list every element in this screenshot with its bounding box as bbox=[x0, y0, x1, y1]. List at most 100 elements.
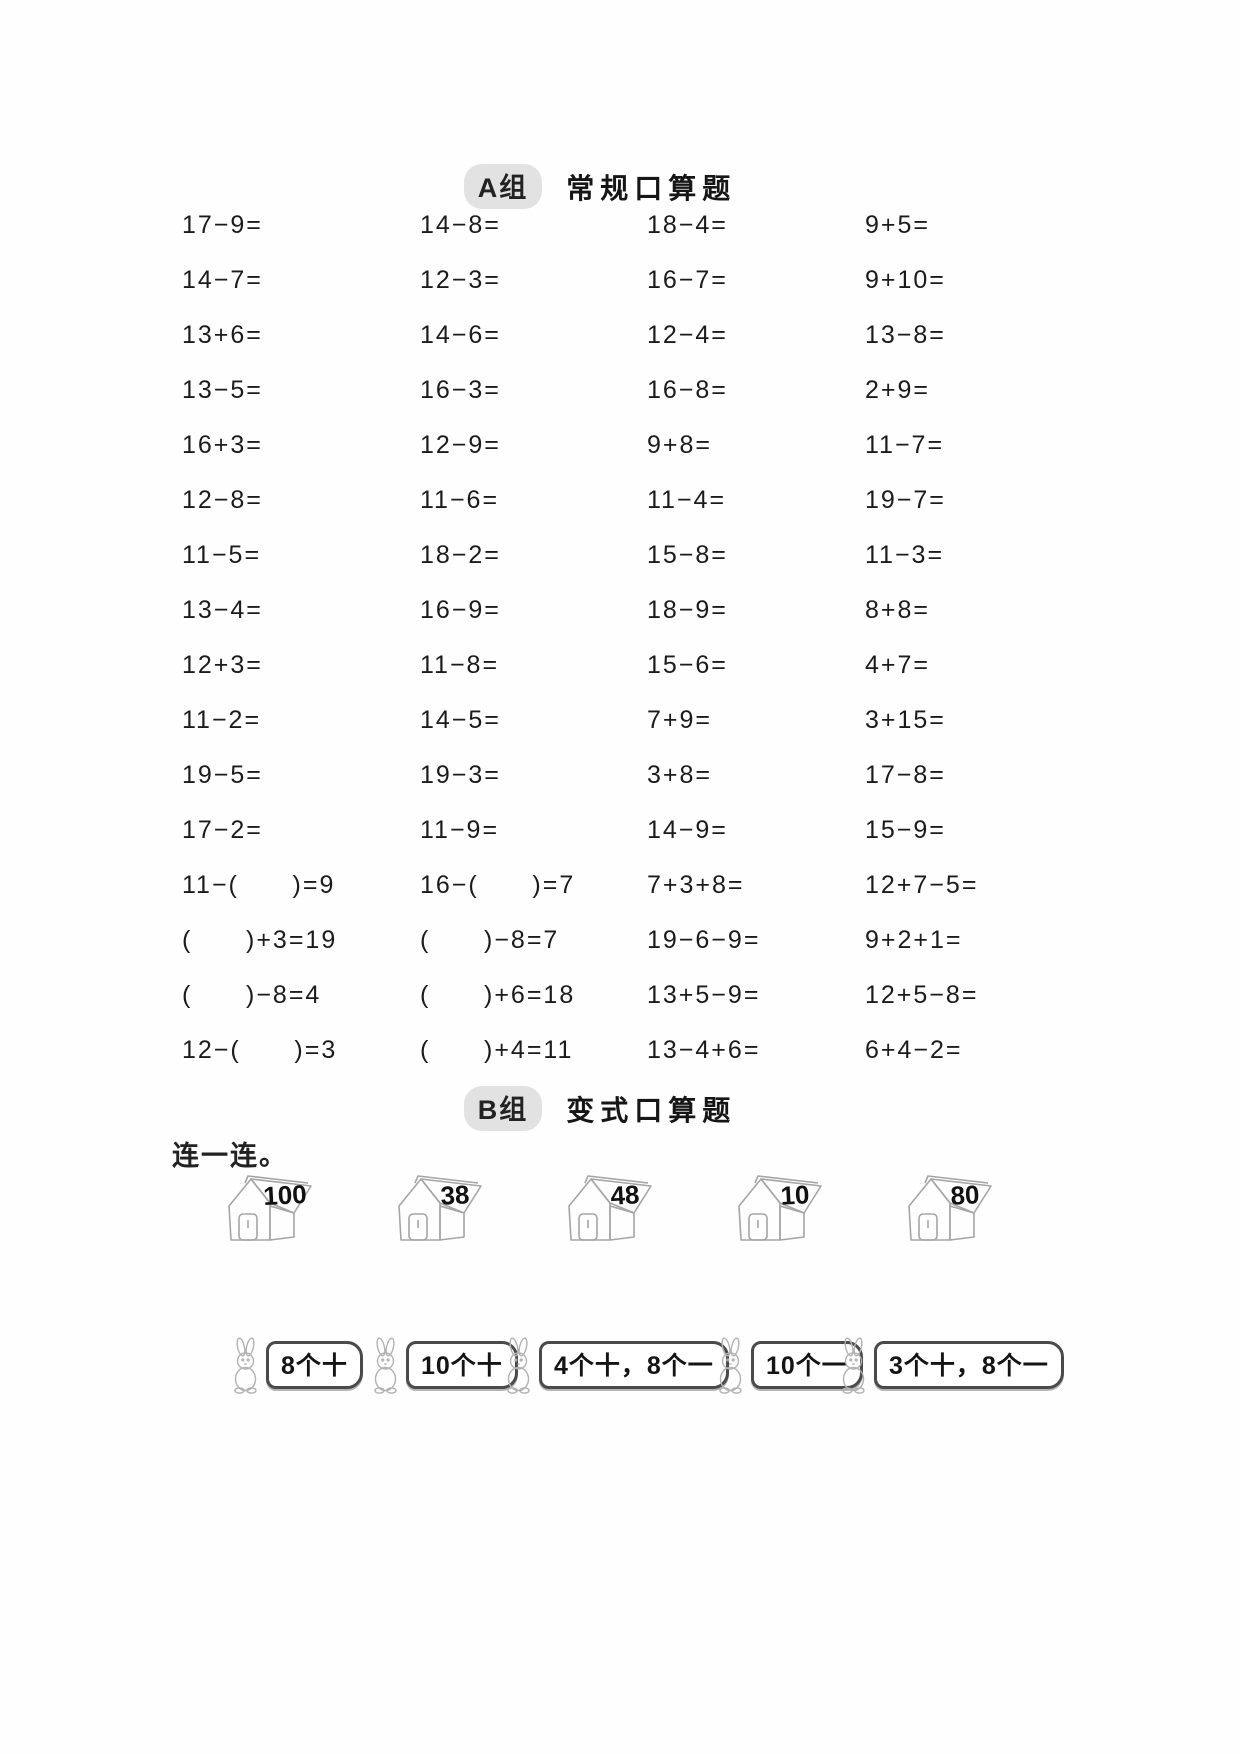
problem-r1-c4: 9+5= bbox=[865, 211, 931, 239]
problem-r5-c2: 12−9= bbox=[420, 431, 501, 459]
problem-r13-c3: 7+3+8= bbox=[647, 871, 745, 899]
problems-grid: 17−9= 14−8= 18−4= 9+5= 14−7= 12−3= 16−7= 9+10= 1… bbox=[182, 198, 1042, 1078]
problem-r8-c2: 16−9= bbox=[420, 596, 501, 624]
problem-r15-c3: 13+5−9= bbox=[647, 981, 761, 1009]
problem-r10-c1: 11−2= bbox=[182, 706, 262, 734]
problem-r3-c3: 12−4= bbox=[647, 321, 728, 349]
problem-r9-c2: 11−8= bbox=[420, 651, 500, 679]
problem-r9-c1: 12+3= bbox=[182, 651, 263, 679]
rabbit-label-box-2[interactable]: 10个十 bbox=[406, 1341, 518, 1389]
problem-r10-c4: 3+15= bbox=[865, 706, 946, 734]
rabbit-icon bbox=[374, 1337, 397, 1394]
problem-r1-c3: 18−4= bbox=[647, 211, 728, 239]
problem-r16-c3: 13−4+6= bbox=[647, 1036, 761, 1064]
problem-r7-c4: 11−3= bbox=[865, 541, 945, 569]
problem-r5-c4: 11−7= bbox=[865, 431, 945, 459]
house-card-3[interactable]: 48 bbox=[555, 1170, 655, 1246]
problem-r11-c2: 19−3= bbox=[420, 761, 501, 789]
problem-r10-c2: 14−5= bbox=[420, 706, 501, 734]
problem-r8-c3: 18−9= bbox=[647, 596, 728, 624]
house-card-5[interactable]: 80 bbox=[895, 1170, 995, 1246]
problem-r1-c2: 14−8= bbox=[420, 211, 501, 239]
problem-r2-c2: 12−3= bbox=[420, 266, 501, 294]
section-a-header: A组 常规口算题 bbox=[0, 164, 1200, 209]
problem-r6-c3: 11−4= bbox=[647, 486, 727, 514]
house-number: 80 bbox=[949, 1179, 981, 1211]
rabbit-icon bbox=[234, 1337, 257, 1394]
problem-r15-c2: ( )+6=18 bbox=[420, 981, 576, 1009]
problem-r5-c3: 9+8= bbox=[647, 431, 713, 459]
house-number: 38 bbox=[439, 1179, 471, 1211]
problem-r16-c2: ( )+4=11 bbox=[420, 1036, 574, 1064]
problem-r7-c1: 11−5= bbox=[182, 541, 262, 569]
problem-r15-c1: ( )−8=4 bbox=[182, 981, 322, 1009]
section-b-title: 变式口算题 bbox=[566, 1094, 737, 1126]
problem-r4-c2: 16−3= bbox=[420, 376, 501, 404]
problem-r8-c1: 13−4= bbox=[182, 596, 263, 624]
problem-r6-c4: 19−7= bbox=[865, 486, 946, 514]
problem-r14-c2: ( )−8=7 bbox=[420, 926, 560, 954]
problem-r16-c1: 12−( )=3 bbox=[182, 1036, 338, 1064]
house-icon bbox=[568, 1175, 652, 1241]
problem-r3-c2: 14−6= bbox=[420, 321, 501, 349]
problem-r11-c3: 3+8= bbox=[647, 761, 713, 789]
house-number: 48 bbox=[609, 1179, 641, 1211]
problem-r12-c4: 15−9= bbox=[865, 816, 946, 844]
rabbit-icon bbox=[719, 1337, 742, 1394]
section-b-header: B组 变式口算题 bbox=[0, 1086, 1200, 1131]
problem-r4-c4: 2+9= bbox=[865, 376, 931, 404]
problem-r12-c2: 11−9= bbox=[420, 816, 500, 844]
problem-r3-c4: 13−8= bbox=[865, 321, 946, 349]
rabbit-label-box-1[interactable]: 8个十 bbox=[266, 1341, 363, 1389]
house-number: 100 bbox=[262, 1178, 308, 1212]
problem-r14-c1: ( )+3=19 bbox=[182, 926, 338, 954]
problem-r9-c4: 4+7= bbox=[865, 651, 931, 679]
rabbit-icon bbox=[507, 1337, 530, 1394]
rabbit-icon bbox=[842, 1337, 865, 1394]
problem-r2-c3: 16−7= bbox=[647, 266, 728, 294]
problem-r4-c1: 13−5= bbox=[182, 376, 263, 404]
house-number: 10 bbox=[779, 1179, 811, 1211]
problem-r4-c3: 16−8= bbox=[647, 376, 728, 404]
problem-r7-c2: 18−2= bbox=[420, 541, 501, 569]
problem-r12-c1: 17−2= bbox=[182, 816, 263, 844]
problem-r11-c4: 17−8= bbox=[865, 761, 946, 789]
house-card-4[interactable]: 10 bbox=[725, 1170, 825, 1246]
problem-r13-c2: 16−( )=7 bbox=[420, 871, 576, 899]
section-b-badge: B组 bbox=[463, 1086, 543, 1131]
problem-r7-c3: 15−8= bbox=[647, 541, 728, 569]
house-icon bbox=[228, 1175, 312, 1241]
house-icon bbox=[398, 1175, 482, 1241]
house-icon bbox=[738, 1175, 822, 1241]
problem-r10-c3: 7+9= bbox=[647, 706, 713, 734]
rabbit-group-5: 3个十，8个一 bbox=[838, 1336, 1064, 1394]
section-a-title: 常规口算题 bbox=[566, 172, 737, 204]
problem-r8-c4: 8+8= bbox=[865, 596, 931, 624]
house-card-1[interactable]: 100 bbox=[215, 1170, 315, 1246]
rabbit-group-2: 10个十 bbox=[370, 1336, 518, 1394]
problem-r9-c3: 15−6= bbox=[647, 651, 728, 679]
rabbit-label-box-5[interactable]: 3个十，8个一 bbox=[874, 1341, 1064, 1389]
problem-r13-c4: 12+7−5= bbox=[865, 871, 979, 899]
problem-r16-c4: 6+4−2= bbox=[865, 1036, 963, 1064]
problem-r1-c1: 17−9= bbox=[182, 211, 263, 239]
problem-r13-c1: 11−( )=9 bbox=[182, 871, 336, 899]
problem-r15-c4: 12+5−8= bbox=[865, 981, 979, 1009]
problem-r5-c1: 16+3= bbox=[182, 431, 263, 459]
house-card-2[interactable]: 38 bbox=[385, 1170, 485, 1246]
problem-r11-c1: 19−5= bbox=[182, 761, 263, 789]
problem-r2-c4: 9+10= bbox=[865, 266, 946, 294]
problem-r3-c1: 13+6= bbox=[182, 321, 263, 349]
problem-r6-c1: 12−8= bbox=[182, 486, 263, 514]
rabbit-group-3: 4个十，8个一 bbox=[503, 1336, 729, 1394]
section-a-badge: A组 bbox=[463, 164, 543, 209]
problem-r14-c4: 9+2+1= bbox=[865, 926, 963, 954]
houses-row: 100 38 bbox=[215, 1170, 995, 1246]
problem-r6-c2: 11−6= bbox=[420, 486, 500, 514]
problem-r2-c1: 14−7= bbox=[182, 266, 263, 294]
connect-instruction: 连一连。 bbox=[172, 1141, 288, 1171]
house-icon bbox=[908, 1175, 992, 1241]
problem-r12-c3: 14−9= bbox=[647, 816, 728, 844]
rabbit-label-box-3[interactable]: 4个十，8个一 bbox=[539, 1341, 729, 1389]
